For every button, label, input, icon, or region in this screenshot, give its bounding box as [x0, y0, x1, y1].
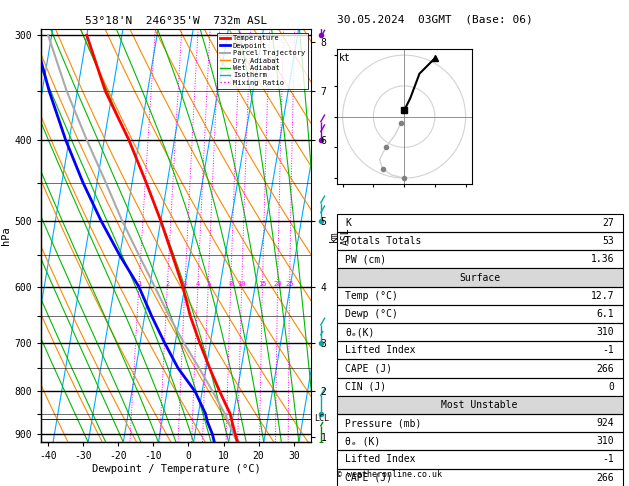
- Bar: [337, 305, 623, 323]
- Text: Temp (°C): Temp (°C): [345, 291, 398, 301]
- Text: 25: 25: [286, 281, 294, 287]
- Text: LCL: LCL: [314, 414, 329, 423]
- Bar: [337, 250, 623, 268]
- Text: CIN (J): CIN (J): [345, 382, 386, 392]
- Text: Surface: Surface: [459, 273, 500, 282]
- Text: 8: 8: [228, 281, 233, 287]
- Text: CAPE (J): CAPE (J): [345, 473, 392, 483]
- Text: Lifted Index: Lifted Index: [345, 346, 416, 355]
- Text: 15: 15: [258, 281, 267, 287]
- Bar: [337, 287, 623, 305]
- Bar: [337, 360, 623, 378]
- Bar: [337, 323, 623, 341]
- Text: 4: 4: [196, 281, 200, 287]
- Text: 53: 53: [603, 236, 614, 246]
- Y-axis label: km
ASL: km ASL: [329, 227, 350, 244]
- Bar: [337, 214, 623, 232]
- Y-axis label: hPa: hPa: [1, 226, 11, 245]
- Text: PW (cm): PW (cm): [345, 254, 386, 264]
- Text: Dewp (°C): Dewp (°C): [345, 309, 398, 319]
- Text: θₑ (K): θₑ (K): [345, 436, 381, 446]
- Text: 12.7: 12.7: [591, 291, 614, 301]
- Text: 310: 310: [596, 436, 614, 446]
- Bar: [337, 232, 623, 250]
- Bar: [337, 396, 623, 414]
- Text: Pressure (mb): Pressure (mb): [345, 418, 421, 428]
- Text: 30.05.2024  03GMT  (Base: 06): 30.05.2024 03GMT (Base: 06): [337, 15, 532, 25]
- Legend: Temperature, Dewpoint, Parcel Trajectory, Dry Adiabat, Wet Adiabat, Isotherm, Mi: Temperature, Dewpoint, Parcel Trajectory…: [217, 33, 308, 88]
- Title: 53°18'N  246°35'W  732m ASL: 53°18'N 246°35'W 732m ASL: [85, 16, 267, 26]
- Text: 266: 266: [596, 473, 614, 483]
- Text: 1.36: 1.36: [591, 254, 614, 264]
- Text: K: K: [345, 218, 351, 228]
- Text: Lifted Index: Lifted Index: [345, 454, 416, 465]
- Text: 10: 10: [237, 281, 246, 287]
- Text: 27: 27: [603, 218, 614, 228]
- Bar: [337, 268, 623, 287]
- Bar: [337, 469, 623, 486]
- Text: θₑ(K): θₑ(K): [345, 327, 374, 337]
- Text: 3: 3: [183, 281, 187, 287]
- X-axis label: Dewpoint / Temperature (°C): Dewpoint / Temperature (°C): [92, 464, 260, 474]
- Text: 0: 0: [608, 382, 614, 392]
- Text: © weatheronline.co.uk: © weatheronline.co.uk: [337, 469, 442, 479]
- Text: 266: 266: [596, 364, 614, 374]
- Bar: [337, 341, 623, 360]
- Text: 6.1: 6.1: [596, 309, 614, 319]
- Text: CAPE (J): CAPE (J): [345, 364, 392, 374]
- Text: 1: 1: [136, 281, 141, 287]
- Text: 924: 924: [596, 418, 614, 428]
- Text: -1: -1: [603, 454, 614, 465]
- Text: Totals Totals: Totals Totals: [345, 236, 421, 246]
- Bar: [337, 414, 623, 432]
- Text: 20: 20: [274, 281, 282, 287]
- Text: Most Unstable: Most Unstable: [442, 400, 518, 410]
- Bar: [337, 378, 623, 396]
- Bar: [337, 432, 623, 451]
- Text: 5: 5: [206, 281, 210, 287]
- Text: kt: kt: [339, 53, 351, 63]
- Text: 2: 2: [165, 281, 169, 287]
- Text: -1: -1: [603, 346, 614, 355]
- Bar: [337, 451, 623, 469]
- Text: 310: 310: [596, 327, 614, 337]
